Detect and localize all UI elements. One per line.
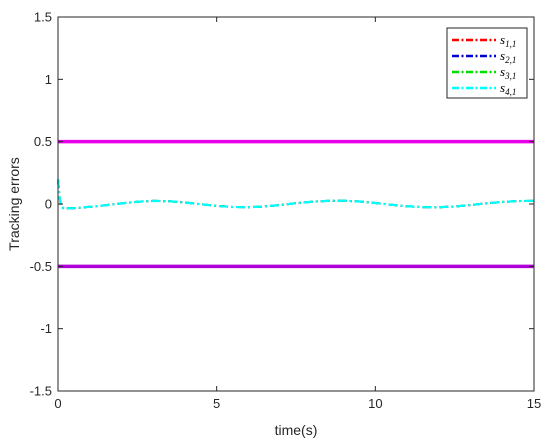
- x-tick-label: 15: [527, 396, 541, 411]
- y-tick-label: 1: [45, 72, 52, 87]
- y-tick-label: -0.5: [30, 259, 52, 274]
- bounds-layer: [58, 139, 534, 269]
- x-tick-label: 0: [54, 396, 61, 411]
- legend: s1,1s2,1s3,1s4,1: [446, 27, 528, 99]
- y-tick-label: -1.5: [30, 384, 52, 399]
- x-tick-label: 5: [213, 396, 220, 411]
- y-tick-label: 0: [45, 197, 52, 212]
- series-line-4-1: [56, 178, 535, 211]
- ticks-layer: 0 5 10 15 -1.5 -1 -0.5 0 0.5 1 1.5: [30, 10, 542, 412]
- y-tick-label: 0.5: [34, 134, 52, 149]
- y-tick-label: 1.5: [34, 10, 52, 25]
- x-axis-label: time(s): [275, 422, 318, 438]
- x-tick-label: 10: [368, 396, 382, 411]
- series-layer: [56, 178, 535, 211]
- y-axis-label: Tracking errors: [6, 157, 22, 251]
- y-tick-label: -1: [40, 321, 52, 336]
